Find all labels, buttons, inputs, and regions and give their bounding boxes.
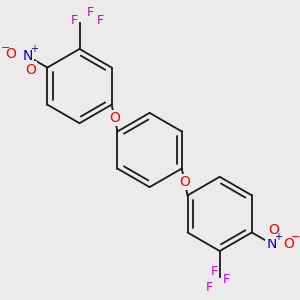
Text: F: F (211, 265, 218, 278)
Text: O: O (179, 175, 190, 189)
Text: N: N (266, 237, 277, 251)
Text: −: − (290, 232, 300, 242)
Text: O: O (26, 63, 36, 76)
Text: O: O (5, 47, 16, 61)
Text: F: F (222, 273, 230, 286)
Text: F: F (71, 14, 78, 27)
Text: F: F (86, 6, 93, 20)
Text: O: O (284, 237, 294, 251)
Text: N: N (22, 49, 33, 63)
Text: F: F (206, 280, 213, 294)
Text: +: + (30, 44, 38, 54)
Text: +: + (274, 232, 282, 242)
Text: O: O (109, 111, 120, 125)
Text: −: − (0, 43, 10, 53)
Text: O: O (268, 224, 279, 237)
Text: F: F (97, 14, 104, 27)
